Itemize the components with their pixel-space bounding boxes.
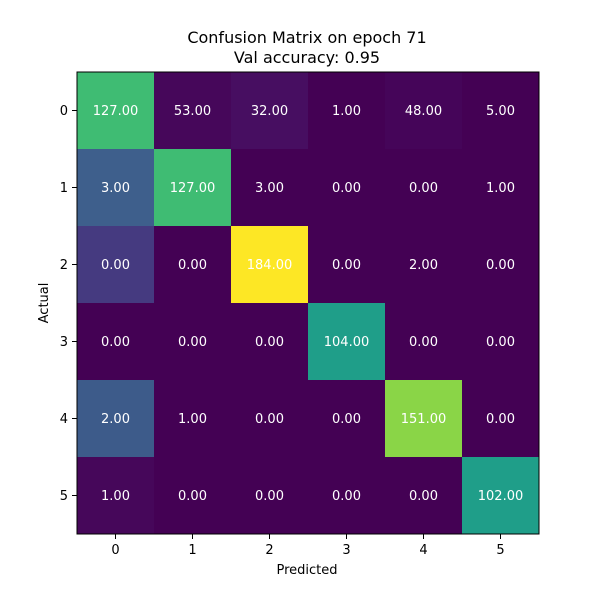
y-tick-label-4: 4 [60, 412, 68, 427]
cell-value-label-r0-c3: 1.00 [332, 104, 361, 119]
x-tick-label-3: 3 [342, 543, 350, 558]
heatmap-cell-r1-c2 [231, 149, 309, 227]
cell-value-label-r2-c5: 0.00 [486, 258, 515, 273]
heatmap-cell-r5-c1 [154, 457, 232, 535]
cell-value-label-r3-c0: 0.00 [101, 335, 130, 350]
x-tick-label-0: 0 [111, 543, 119, 558]
heatmap-cell-r5-c4 [385, 457, 463, 535]
heatmap-cell-r3-c3 [308, 303, 386, 381]
cell-value-label-r4-c5: 0.00 [486, 412, 515, 427]
heatmap-cell-r5-c0 [77, 457, 155, 535]
cell-value-label-r5-c2: 0.00 [255, 489, 284, 504]
heatmap-cells [77, 72, 540, 535]
heatmap-cell-r2-c3 [308, 226, 386, 304]
heatmap-cell-r1-c0 [77, 149, 155, 227]
cell-value-label-r0-c4: 48.00 [405, 104, 442, 119]
cell-value-label-r2-c4: 2.00 [409, 258, 438, 273]
heatmap-cell-r3-c5 [462, 303, 540, 381]
heatmap-cell-r1-c4 [385, 149, 463, 227]
cell-value-label-r4-c3: 0.00 [332, 412, 361, 427]
heatmap-cell-r1-c3 [308, 149, 386, 227]
cell-value-label-r3-c4: 0.00 [409, 335, 438, 350]
cell-value-label-r1-c1: 127.00 [170, 181, 216, 196]
cell-value-label-r4-c1: 1.00 [178, 412, 207, 427]
cell-value-label-r3-c1: 0.00 [178, 335, 207, 350]
cell-value-label-r1-c2: 3.00 [255, 181, 284, 196]
heatmap-cell-r4-c5 [462, 380, 540, 458]
cell-value-label-r2-c3: 0.00 [332, 258, 361, 273]
heatmap-cell-r2-c1 [154, 226, 232, 304]
y-axis-ticks: 0 1 2 3 4 5 [60, 104, 77, 504]
x-tick-label-5: 5 [496, 543, 504, 558]
cell-value-label-r1-c3: 0.00 [332, 181, 361, 196]
heatmap-cell-r5-c5 [462, 457, 540, 535]
heatmap-cell-r0-c4 [385, 72, 463, 150]
heatmap-cell-r4-c3 [308, 380, 386, 458]
cell-value-label-r4-c2: 0.00 [255, 412, 284, 427]
cell-value-label-r5-c0: 1.00 [101, 489, 130, 504]
heatmap-cell-r0-c2 [231, 72, 309, 150]
cell-value-label-r1-c0: 3.00 [101, 181, 130, 196]
x-tick-label-4: 4 [419, 543, 427, 558]
cell-value-label-r1-c5: 1.00 [486, 181, 515, 196]
y-tick-label-2: 2 [60, 258, 68, 273]
cell-value-label-r5-c3: 0.00 [332, 489, 361, 504]
heatmap-cell-r1-c5 [462, 149, 540, 227]
cell-value-label-r4-c4: 151.00 [401, 412, 447, 427]
heatmap-cell-r5-c2 [231, 457, 309, 535]
y-axis-label: Actual [37, 283, 52, 324]
heatmap-cell-r1-c1 [154, 149, 232, 227]
heatmap-cell-r5-c3 [308, 457, 386, 535]
heatmap-cell-r3-c0 [77, 303, 155, 381]
cell-value-label-r5-c4: 0.00 [409, 489, 438, 504]
cell-value-label-r2-c2: 184.00 [247, 258, 293, 273]
y-tick-label-1: 1 [60, 181, 68, 196]
heatmap-cell-r4-c1 [154, 380, 232, 458]
heatmap-cell-r2-c5 [462, 226, 540, 304]
x-axis-ticks: 0 1 2 3 4 5 [111, 534, 505, 558]
cell-value-label-r3-c3: 104.00 [324, 335, 370, 350]
heatmap-cell-r4-c4 [385, 380, 463, 458]
cell-value-label-r0-c1: 53.00 [174, 104, 211, 119]
cell-value-label-r0-c0: 127.00 [93, 104, 139, 119]
x-axis-label: Predicted [276, 563, 337, 578]
cell-value-label-r4-c0: 2.00 [101, 412, 130, 427]
plot-frame [76, 71, 540, 535]
x-tick-label-2: 2 [265, 543, 273, 558]
cell-value-label-r0-c2: 32.00 [251, 104, 288, 119]
heatmap-cell-r3-c4 [385, 303, 463, 381]
y-tick-label-0: 0 [60, 104, 68, 119]
heatmap-cell-labels: 127.00 53.00 32.00 1.00 48.00 5.00 3.00 127.00 3… [93, 104, 524, 504]
heatmap-cell-r0-c1 [154, 72, 232, 150]
cell-value-label-r5-c1: 0.00 [178, 489, 207, 504]
heatmap-cell-r2-c0 [77, 226, 155, 304]
cell-value-label-r3-c5: 0.00 [486, 335, 515, 350]
cell-value-label-r0-c5: 5.00 [486, 104, 515, 119]
y-tick-label-3: 3 [60, 335, 68, 350]
x-tick-label-1: 1 [188, 543, 196, 558]
heatmap-cell-r2-c2 [231, 226, 309, 304]
heatmap-cell-r4-c2 [231, 380, 309, 458]
heatmap-cell-r3-c1 [154, 303, 232, 381]
cell-value-label-r1-c4: 0.00 [409, 181, 438, 196]
chart-title: Confusion Matrix on epoch 71 [187, 28, 426, 47]
heatmap-cell-r0-c3 [308, 72, 386, 150]
y-tick-label-5: 5 [60, 489, 68, 504]
cell-value-label-r2-c0: 0.00 [101, 258, 130, 273]
heatmap-cell-r2-c4 [385, 226, 463, 304]
cell-value-label-r5-c5: 102.00 [478, 489, 524, 504]
chart-subtitle: Val accuracy: 0.95 [234, 48, 380, 67]
cell-value-label-r3-c2: 0.00 [255, 335, 284, 350]
heatmap-cell-r3-c2 [231, 303, 309, 381]
heatmap-cell-r0-c0 [77, 72, 155, 150]
heatmap-cell-r4-c0 [77, 380, 155, 458]
heatmap-cell-r0-c5 [462, 72, 540, 150]
cell-value-label-r2-c1: 0.00 [178, 258, 207, 273]
